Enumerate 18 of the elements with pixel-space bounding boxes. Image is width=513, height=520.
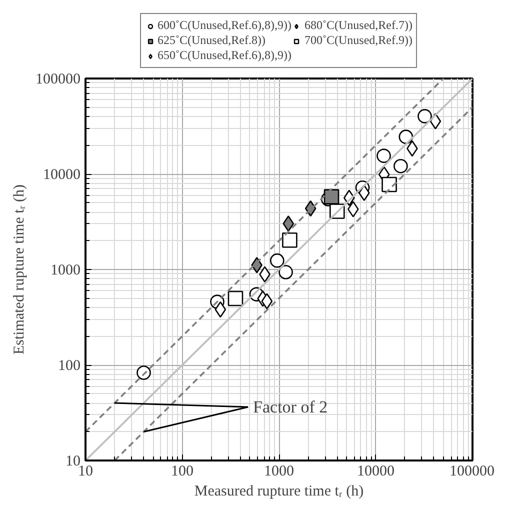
y-tick-label: 10 — [66, 454, 80, 470]
x-tick-label: 100 — [171, 464, 194, 480]
x-tick-label: 10000 — [357, 464, 394, 480]
legend-label: 600˚C(Unused,Ref.6),8),9)) — [158, 18, 292, 33]
y-tick-label: 1000 — [50, 262, 80, 278]
legend-label: 625˚C(Unused,Ref.8)) — [158, 33, 266, 48]
y-tick-label: 100 — [58, 358, 80, 374]
legend-label: 650˚C(Unused,Ref.6),8),9)) — [158, 48, 292, 63]
y-axis-title: Estimated rupture time tᵣ (h) — [12, 184, 28, 355]
x-tick-label: 1000 — [264, 464, 294, 480]
legend-label: 680˚C(Unused,Ref.7)) — [304, 18, 412, 33]
x-tick-label: 100000 — [450, 464, 494, 480]
y-tick-label: 10000 — [43, 167, 80, 183]
y-tick-label: 100000 — [36, 72, 80, 88]
x-axis-title: Measured rupture time tᵣ (h) — [194, 484, 364, 500]
legend-label: 700˚C(Unused,Ref.9)) — [304, 33, 412, 48]
x-tick-label: 10 — [78, 464, 93, 480]
annotation: Factor of 2 — [253, 398, 328, 417]
